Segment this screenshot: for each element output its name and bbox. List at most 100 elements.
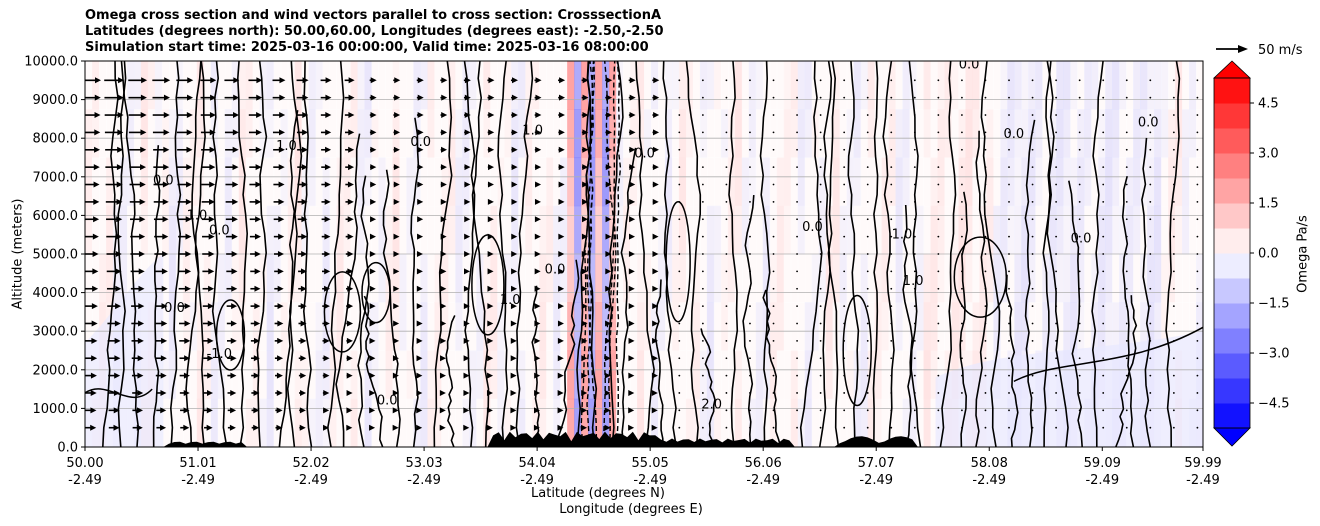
omega-cell [818,109,827,159]
wind-vector-head [276,407,283,414]
contour-loop [361,261,391,324]
wind-vector [890,166,893,169]
wind-vector-head [487,303,494,310]
omega-cell [315,398,324,447]
wind-vector [819,183,822,186]
wind-vector [678,148,681,151]
wind-vector-head [324,233,331,240]
wind-vector [819,253,822,255]
omega-cell [266,205,275,255]
omega-cell [308,350,317,400]
omega-cell [518,61,526,110]
wind-vector-head [278,216,285,223]
omega-cell [476,350,484,400]
omega-cell [126,254,135,303]
omega-cell [1028,61,1036,110]
omega-cell [588,398,596,447]
omega-cell [902,61,911,110]
omega-cell [595,398,603,447]
contour-label: 0.0 [1004,127,1025,142]
x-axis-label-longitude: Longitude (degrees E) [559,502,703,517]
wind-vector [1149,270,1152,273]
y-tick-label: 0.0 [57,441,78,456]
omega-cell [1014,205,1022,255]
omega-cell [923,398,932,447]
omega-cell [126,109,135,159]
omega-cell [85,109,93,159]
wind-vector-head [488,129,495,136]
wind-vector-head [651,389,658,396]
wind-vector [772,392,775,394]
omega-cell [497,350,505,400]
omega-cell [91,157,100,207]
wind-vector [1102,392,1105,394]
omega-cell [1154,205,1162,255]
omega-cell [1182,302,1190,352]
wind-vector [1196,287,1199,290]
reference-vector-label: 50 m/s [1258,43,1303,58]
omega-cell [748,61,757,110]
wind-vector-head [487,320,494,327]
omega-cell [713,350,722,400]
wind-vector-head [92,251,99,257]
omega-cell [147,109,156,159]
wind-vector-head [301,198,308,205]
wind-vector [913,131,916,134]
wind-vector-head [393,181,400,188]
wind-vector-head [253,407,260,414]
omega-cell [706,157,715,207]
omega-cell [280,61,289,110]
x-tick-label-lat: 54.04 [519,456,556,471]
omega-cell [406,109,415,159]
omega-cell [455,350,463,400]
omega-cell [804,254,813,303]
omega-cell [825,302,834,352]
omega-cell [476,109,484,159]
wind-vector [961,131,963,134]
omega-cell [511,302,519,352]
wind-vector-head [652,320,659,327]
wind-vector [1102,409,1105,412]
colorbar-segment [1214,78,1250,104]
omega-cell [769,205,778,255]
omega-cell [532,254,540,303]
wind-vector-head [185,198,192,205]
omega-cell [972,157,980,207]
omega-cell [343,157,352,207]
omega-cell [916,350,925,400]
omega-cell [546,350,554,400]
wind-vector [772,357,775,360]
wind-vector-head [346,372,353,379]
omega-cell [888,254,897,303]
wind-vector-head [393,216,400,223]
wind-vector [1055,96,1058,99]
wind-vector [984,166,987,169]
omega-cell [357,109,366,159]
wind-vector-head [94,129,101,136]
wind-vector [843,270,846,273]
wind-vector-head [511,251,518,257]
omega-cell [539,109,547,159]
wind-vector-head [163,164,170,171]
wind-vector-head [581,424,588,431]
omega-cell [364,61,373,110]
omega-cell [1000,157,1008,207]
omega-cell [1182,61,1190,110]
omega-cell [399,350,408,400]
omega-cell [1084,205,1092,255]
omega-cell [1056,157,1064,207]
wind-vector [937,374,940,377]
wind-vector-head [300,389,307,396]
wind-vector-head [581,285,588,292]
wind-vector [749,166,751,169]
omega-cell [713,205,722,255]
omega-cell [993,254,1001,303]
omega-cell [133,157,142,207]
wind-vector [796,322,798,325]
wind-vector-head [557,424,564,431]
omega-cell [944,157,953,207]
wind-vector [1055,322,1058,325]
wind-vector-head [118,77,125,84]
wind-vector-head [90,372,97,379]
omega-cell [916,302,925,352]
